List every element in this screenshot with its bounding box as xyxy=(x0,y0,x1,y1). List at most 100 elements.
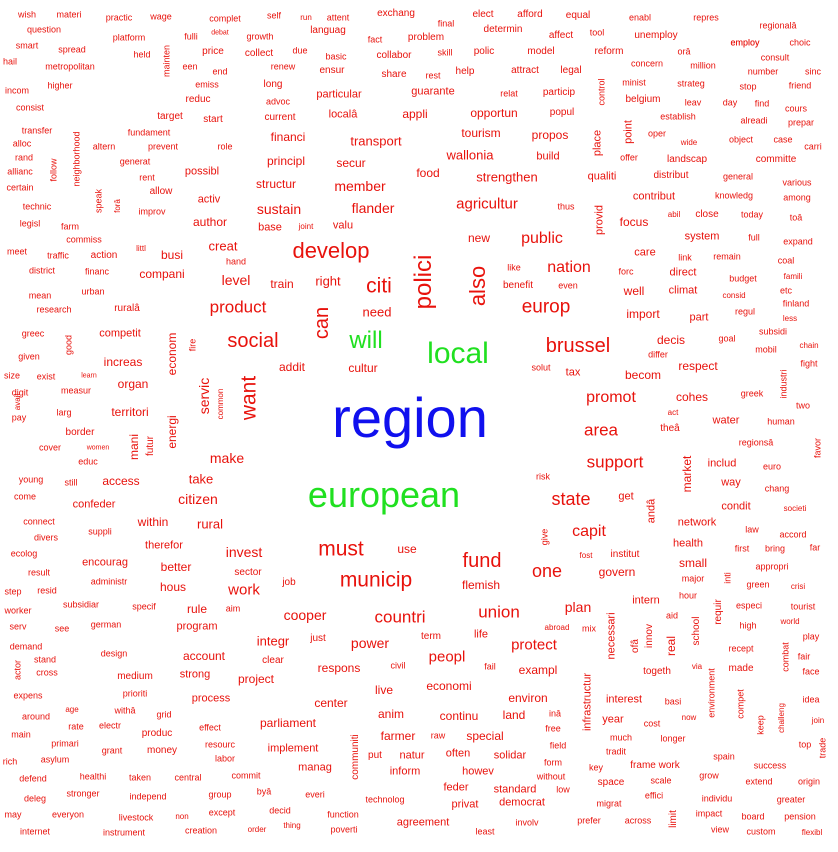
word-basic: basic xyxy=(325,51,347,62)
word-accord: accord xyxy=(779,529,807,540)
word-advoc: advoc xyxy=(265,96,291,107)
word-school: school xyxy=(691,616,702,646)
word-may: may xyxy=(4,809,22,820)
word-invest: invest xyxy=(225,544,263,560)
word-stand: stand xyxy=(33,654,57,665)
word-european: european xyxy=(307,474,461,515)
word-mix: mix xyxy=(582,623,596,634)
word-primari: primari xyxy=(51,738,79,749)
word-order: order xyxy=(247,825,267,834)
word-of-: ofâ xyxy=(630,639,641,653)
word-care: care xyxy=(634,246,656,259)
word-new: new xyxy=(467,231,491,245)
word-budget: budget xyxy=(729,273,757,284)
word-qualiti: qualiti xyxy=(587,170,617,183)
word-institut: institut xyxy=(610,549,640,560)
word-level: level xyxy=(221,272,251,288)
word-grid: grid xyxy=(156,709,172,720)
word-protect: protect xyxy=(511,636,557,654)
word-mani: mani xyxy=(127,433,141,461)
word-region: region xyxy=(332,386,488,449)
word-oper: oper xyxy=(647,128,667,139)
word-anim: anim xyxy=(377,707,405,721)
word-inti: inti xyxy=(722,572,733,584)
word-thus: thus xyxy=(557,201,575,212)
word-even: even xyxy=(558,280,578,291)
word-euro: euro xyxy=(762,461,782,472)
word-certain: certain xyxy=(6,182,34,193)
word-attract: attract xyxy=(511,65,539,76)
word-cover: cover xyxy=(38,442,62,453)
word-flexibl: flexibl xyxy=(801,828,823,837)
word-differ: differ xyxy=(648,349,668,360)
word-strong: strong xyxy=(179,668,211,681)
word-tourism: tourism xyxy=(461,126,501,140)
word-alloc: alloc xyxy=(12,138,32,149)
word-get: get xyxy=(618,490,634,503)
word-individu: individu xyxy=(701,793,733,804)
word-general: general xyxy=(722,171,754,182)
word-clear: clear xyxy=(262,655,284,666)
word-decid: decid xyxy=(269,805,291,816)
word-abroad: abroad xyxy=(544,623,570,632)
word-rand: rand xyxy=(14,152,34,163)
word-employ-2: employ xyxy=(730,37,760,48)
word-altern: altern xyxy=(92,141,116,152)
word-well: well xyxy=(623,284,645,298)
word-secur: secur xyxy=(336,156,366,170)
word-consid: consid xyxy=(722,291,746,300)
word-play: play xyxy=(802,631,820,642)
word-result: result xyxy=(27,567,51,578)
word-free: free xyxy=(545,723,561,734)
word-necessari: necessari xyxy=(605,612,618,660)
word-unemploy: unemploy xyxy=(634,30,678,41)
word-want: want xyxy=(237,375,261,421)
word-use: use xyxy=(397,542,417,556)
word-access: access xyxy=(102,474,140,488)
word-communiti: communiti xyxy=(350,734,361,780)
word-link: link xyxy=(678,252,692,263)
word-chain: chain xyxy=(799,341,819,350)
word-women: women xyxy=(86,444,110,452)
word-run: run xyxy=(300,13,312,22)
word-strateg: strateg xyxy=(677,78,705,89)
word-main: main xyxy=(11,729,31,740)
word-sinc: sinc xyxy=(804,66,822,77)
word-intern: intern xyxy=(632,594,660,607)
word-idea: idea xyxy=(802,694,820,705)
word-asylum: asylum xyxy=(40,754,70,765)
word-combat: combat xyxy=(780,642,791,672)
word-natur: natur xyxy=(399,749,425,762)
word-fact: fact xyxy=(367,34,383,45)
word-via: via xyxy=(691,662,703,671)
word-promot: promot xyxy=(586,389,636,406)
word-the-: theâ xyxy=(660,423,680,434)
word-principl: principl xyxy=(266,154,306,168)
word-compani: compani xyxy=(139,267,185,281)
word-govern: govern xyxy=(598,565,636,579)
word-major: major xyxy=(681,573,705,584)
word-like: like xyxy=(507,262,521,273)
word-respons: respons xyxy=(317,661,361,675)
word-standard: standard xyxy=(493,783,537,796)
word-emiss: emiss xyxy=(195,79,219,90)
word-object: object xyxy=(728,134,754,145)
word-point: point xyxy=(622,120,635,144)
word-inform: inform xyxy=(389,765,421,778)
word-aid: aid xyxy=(665,610,679,621)
word-within: within xyxy=(137,515,169,529)
word-border: border xyxy=(65,427,95,438)
word-elect: elect xyxy=(472,9,494,20)
word-non: non xyxy=(175,812,189,821)
word-abil: abil xyxy=(667,210,681,219)
word-effect: effect xyxy=(199,722,221,733)
word-labor: labor xyxy=(214,753,236,764)
word-area: area xyxy=(583,420,619,440)
word-climat: climat xyxy=(668,284,698,297)
word-given: given xyxy=(18,351,40,362)
word-togeth: togeth xyxy=(643,666,671,677)
word-technic: technic xyxy=(22,201,52,212)
word-land: land xyxy=(502,708,526,722)
word-econom: econom xyxy=(165,332,179,376)
word-exist: exist xyxy=(36,371,56,382)
